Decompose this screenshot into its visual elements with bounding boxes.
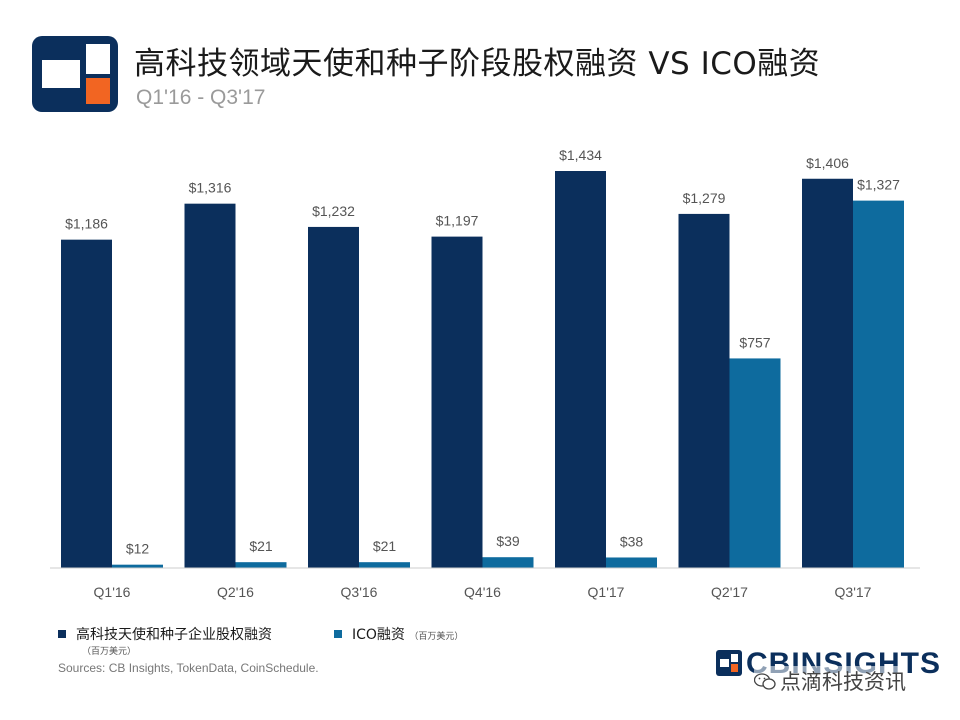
chart-subtitle: Q1'16 - Q3'17: [136, 86, 266, 109]
data-label-equity-3: $1,197: [436, 213, 479, 229]
x-tick-label-6: Q3'17: [835, 584, 872, 600]
legend-swatch-equity: [58, 630, 66, 638]
bar-ico-1: [235, 562, 287, 568]
legend-unit-equity: （百万美元）: [82, 647, 137, 657]
watermark: 点滴科技资讯: [754, 666, 906, 696]
data-label-ico-2: $21: [373, 538, 397, 554]
bar-ico-6: [853, 200, 904, 568]
bar-equity-1: [184, 203, 236, 568]
data-label-equity-2: $1,232: [312, 203, 355, 219]
cb-insights-logo-icon: [32, 36, 118, 112]
bar-equity-0: [61, 239, 112, 568]
bar-ico-0: [112, 564, 163, 568]
bar-equity-3: [431, 236, 483, 568]
x-tick-label-5: Q2'17: [711, 584, 748, 600]
x-tick-label-4: Q1'17: [588, 584, 625, 600]
data-labels-layer: $1,186 $12 $1,316 $21 $1,232 $21 $1,197 $39 $1,4…: [65, 147, 900, 557]
sources-note: Sources: CB Insights, TokenData, CoinSch…: [58, 661, 319, 675]
cb-brand-icon: [716, 650, 742, 676]
chart-title: 高科技领域天使和种子阶段股权融资 VS ICO融资: [134, 46, 821, 82]
wechat-icon: [754, 673, 776, 690]
data-label-ico-1: $21: [249, 538, 273, 554]
data-label-ico-5: $757: [739, 334, 770, 350]
bar-ico-4: [606, 557, 657, 568]
data-label-ico-6: $1,327: [857, 177, 900, 193]
x-tick-label-2: Q3'16: [341, 584, 378, 600]
data-label-ico-3: $39: [496, 533, 520, 549]
data-label-ico-4: $38: [620, 533, 644, 549]
legend-swatch-ico: [334, 630, 342, 638]
bar-equity-4: [555, 171, 606, 568]
bars-layer: [61, 171, 904, 569]
x-tick-label-0: Q1'16: [94, 584, 131, 600]
data-label-ico-0: $12: [126, 541, 150, 557]
tick-labels-layer: Q1'16 Q2'16 Q3'16 Q4'16 Q1'17 Q2'17 Q3'17: [94, 584, 872, 600]
data-label-equity-4: $1,434: [559, 147, 602, 163]
x-tick-label-1: Q2'16: [217, 584, 254, 600]
bar-equity-2: [308, 226, 359, 569]
data-label-equity-0: $1,186: [65, 216, 108, 232]
watermark-text: 点滴科技资讯: [780, 670, 906, 694]
legend-label-equity: 高科技天使和种子企业股权融资: [76, 627, 272, 643]
data-label-equity-6: $1,406: [806, 155, 849, 171]
bar-ico-3: [482, 557, 534, 568]
legend-unit-ico: （百万美元）: [409, 632, 464, 642]
legend-label-ico: ICO融资 （百万美元）: [352, 624, 463, 644]
bar-equity-5: [678, 213, 730, 568]
data-label-equity-5: $1,279: [683, 190, 726, 206]
bar-equity-6: [802, 178, 853, 568]
legend-label-ico-text: ICO融资: [352, 627, 405, 643]
x-tick-label-3: Q4'16: [464, 584, 501, 600]
bar-ico-5: [729, 358, 781, 568]
data-label-equity-1: $1,316: [189, 180, 232, 196]
bar-ico-2: [359, 562, 410, 568]
